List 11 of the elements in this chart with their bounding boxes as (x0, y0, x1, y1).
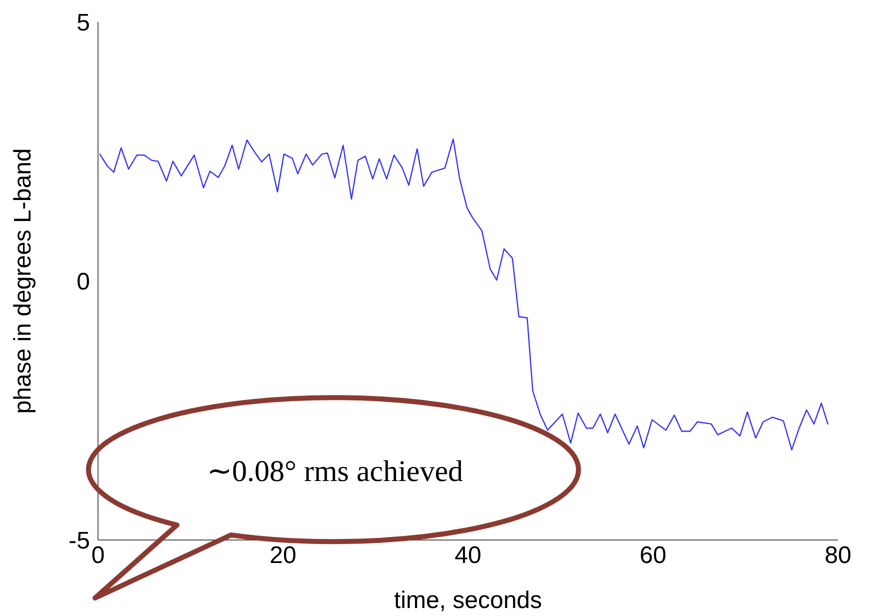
y-tick-label: 0 (76, 268, 90, 296)
y-tick-label: -5 (68, 528, 90, 555)
x-tick-label: 20 (270, 542, 296, 570)
x-axis-title: time, seconds (394, 587, 542, 614)
x-tick-label: 60 (640, 542, 666, 570)
x-tick-label: 40 (454, 542, 482, 570)
annotation: ∼0.08° rms achieved (206, 455, 464, 488)
y-tick-label: 5 (76, 10, 90, 37)
y-axis-title: phase in degrees L-band (10, 148, 37, 414)
x-tick-label: 80 (824, 542, 852, 570)
line-series (99, 138, 828, 450)
